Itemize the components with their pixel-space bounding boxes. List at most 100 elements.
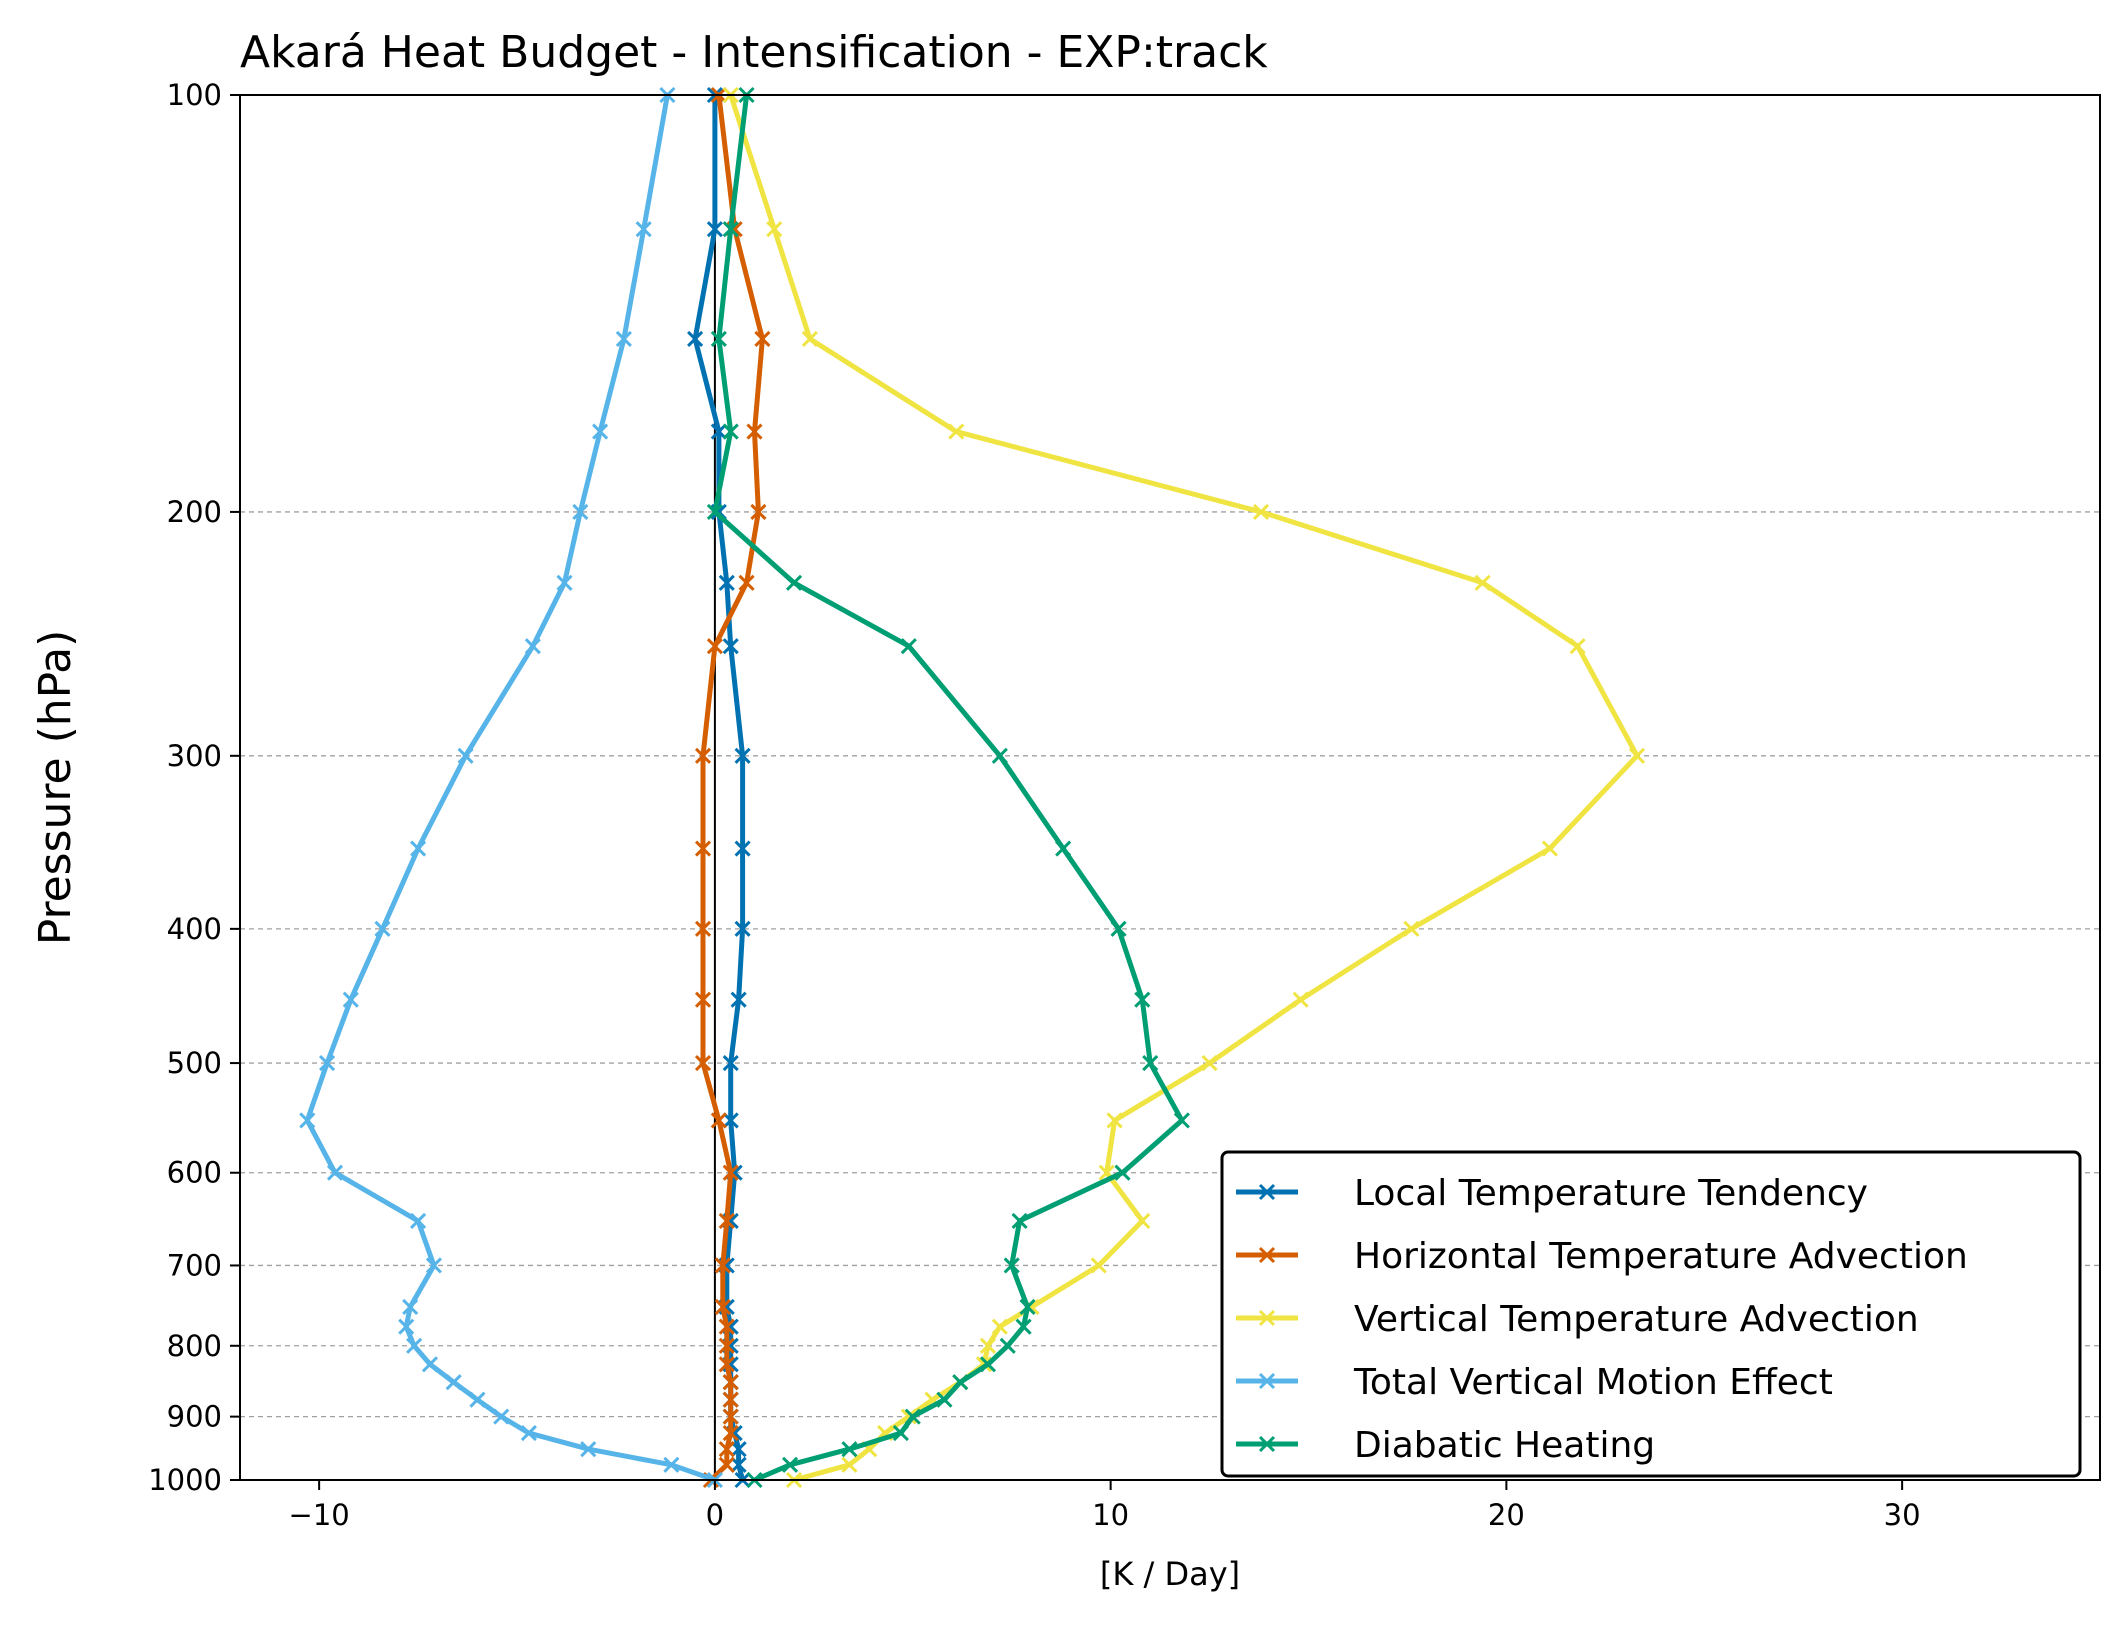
data-point (746, 423, 763, 440)
y-tick-label: 500 (167, 1046, 222, 1080)
legend-item-1: Horizontal Temperature Advection (1236, 1236, 1968, 1277)
legend-marker (1258, 1309, 1276, 1327)
data-point (900, 1408, 917, 1425)
data-point (1055, 840, 1072, 857)
legend-label: Vertical Temperature Advection (1354, 1299, 1919, 1340)
y-axis-label: Pressure (hPa) (30, 630, 81, 946)
data-point (687, 330, 704, 347)
data-point (750, 503, 767, 520)
legend-marker (1258, 1246, 1276, 1264)
data-point (948, 423, 965, 440)
data-point (592, 423, 609, 440)
data-point (734, 840, 751, 857)
x-tick-label: 20 (1488, 1498, 1525, 1532)
data-point (1114, 1164, 1131, 1181)
y-tick-label: 400 (167, 912, 222, 946)
legend-label: Total Vertical Motion Effect (1353, 1362, 1833, 1403)
legend-label: Diabatic Heating (1354, 1425, 1655, 1466)
data-point (730, 991, 747, 1008)
data-point (718, 1318, 735, 1335)
data-point (718, 1441, 735, 1458)
series-4 (706, 86, 1190, 1489)
legend-item-4: Diabatic Heating (1236, 1425, 1655, 1466)
data-point (342, 991, 359, 1008)
data-point (1541, 840, 1558, 857)
data-point (410, 840, 427, 857)
data-point (1252, 503, 1270, 520)
x-axis-label: [K / Day] (1100, 1555, 1240, 1593)
data-point (710, 423, 727, 440)
data-point (738, 574, 755, 591)
data-point (991, 747, 1008, 764)
data-point (714, 1257, 731, 1274)
data-point (1015, 1318, 1032, 1335)
data-point (635, 221, 652, 238)
data-point (1019, 1298, 1036, 1316)
data-point (904, 1408, 921, 1425)
legend-item-3: Total Vertical Motion Effect (1236, 1362, 1833, 1403)
data-point (374, 920, 391, 937)
data-point (782, 1456, 799, 1473)
y-tick-label: 600 (167, 1156, 222, 1190)
y-axis-ticks: 100 200 300 400 500 600 700 800 900 1000 (148, 78, 240, 1497)
data-point (524, 638, 541, 655)
legend-marker (1258, 1372, 1276, 1390)
legend-marker (1258, 1435, 1276, 1453)
data-point (1173, 1112, 1190, 1129)
data-point (663, 1456, 680, 1473)
data-point (785, 574, 803, 591)
data-point (1110, 920, 1127, 937)
data-point (979, 1356, 997, 1373)
data-point (718, 1337, 735, 1354)
data-point (979, 1337, 997, 1354)
legend-label: Local Temperature Tendency (1354, 1173, 1868, 1214)
data-point (900, 638, 917, 655)
y-tick-label: 800 (167, 1329, 222, 1363)
x-tick-label: 10 (1092, 1498, 1129, 1532)
data-point (722, 1408, 739, 1425)
data-point (722, 1112, 739, 1129)
data-point (706, 503, 723, 520)
data-point (734, 920, 751, 937)
data-point (556, 574, 573, 591)
data-point (615, 330, 632, 347)
data-point (406, 1337, 423, 1354)
x-tick-label: 0 (706, 1498, 724, 1532)
data-point (722, 423, 739, 440)
data-point (410, 1212, 427, 1229)
series-3 (299, 86, 723, 1489)
data-point (754, 330, 771, 347)
legend: Local Temperature Tendency Horizontal Tem… (1220, 1150, 2082, 1478)
data-point (710, 330, 727, 347)
data-point (722, 1374, 739, 1391)
x-tick-label: 30 (1884, 1498, 1921, 1532)
data-point (892, 1425, 909, 1442)
legend-item-0: Local Temperature Tendency (1236, 1173, 1868, 1214)
data-point (718, 574, 735, 591)
data-point (1003, 1257, 1020, 1274)
data-point (722, 638, 739, 655)
data-point (718, 1456, 735, 1473)
legend-marker (1258, 1183, 1276, 1201)
data-point (1106, 1112, 1123, 1129)
data-point (326, 1164, 344, 1181)
data-point (457, 747, 474, 764)
legend-item-2: Vertical Temperature Advection (1236, 1299, 1919, 1340)
data-point (952, 1374, 969, 1391)
x-axis-ticks: −10 0 10 20 30 (289, 1480, 1921, 1532)
data-point (766, 221, 783, 238)
data-point (580, 1441, 597, 1458)
chart-title: Akará Heat Budget - Intensification - EX… (240, 27, 1268, 78)
y-tick-label: 300 (167, 739, 222, 773)
data-point (445, 1374, 462, 1391)
data-point (421, 1356, 439, 1373)
legend-label: Horizontal Temperature Advection (1354, 1236, 1968, 1277)
data-point (841, 1441, 858, 1458)
data-point (718, 1356, 735, 1373)
data-point (718, 1212, 735, 1229)
data-point (1292, 991, 1309, 1008)
data-point (1134, 991, 1151, 1008)
data-point (694, 991, 712, 1008)
series-lines (299, 86, 1646, 1489)
